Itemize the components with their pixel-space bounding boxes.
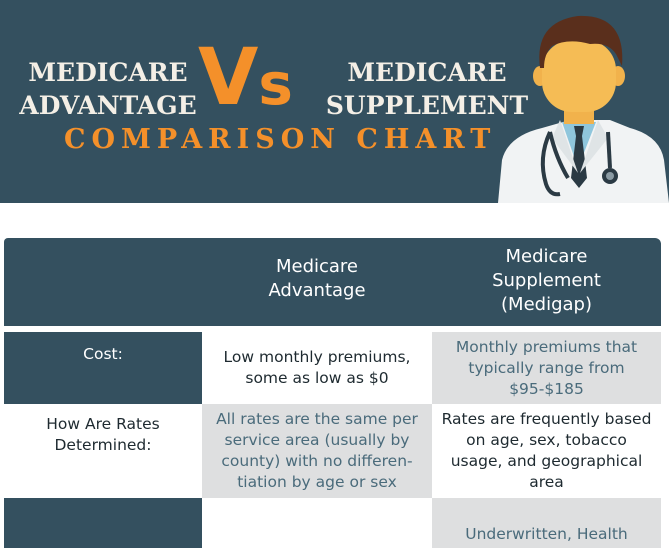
title-medicare-advantage: MEDICARE ADVANTAGE [18,56,198,122]
table-header: Medicare Advantage Medicare Supplement (… [4,238,661,326]
row-label-cost: Cost: [4,332,202,404]
cell-advantage-rates: All rates are the same per service area … [202,404,432,498]
column-header-supplement: Medicare Supplement (Medigap) [432,245,661,317]
table-row: Cost: Low monthly premiums, some as low … [4,332,661,404]
header-banner: MEDICARE ADVANTAGE Vs MEDICARE SUPPLEMEN… [0,0,669,203]
title-left-line1: MEDICARE [28,58,188,87]
subtitle: COMPARISON CHART [64,124,497,155]
title-right-line1: MEDICARE [347,58,507,87]
col2-line3: (Medigap) [501,294,592,315]
col1-line2: Advantage [268,280,366,301]
vs-mark: Vs [198,38,293,118]
table-row: Underwritten, Health [4,498,661,548]
title-left-line2: ADVANTAGE [19,91,197,120]
doctor-with-stethoscope-icon [498,15,669,203]
col2-line2: Supplement [492,270,601,291]
cell-supplement-3: Underwritten, Health [432,498,661,548]
row-label-3 [4,498,202,548]
cell-supplement-rates: Rates are frequently based on age, sex, … [432,404,661,498]
column-header-advantage: Medicare Advantage [202,255,432,303]
cell-supplement-cost: Monthly premiums that typically range fr… [432,332,661,404]
vs-s: s [258,50,293,118]
vs-v: V [198,33,259,123]
title-medicare-supplement: MEDICARE SUPPLEMENT [322,56,532,122]
title-right-line2: SUPPLEMENT [325,91,529,120]
col1-line1: Medicare [275,256,359,277]
cell-advantage-cost: Low monthly premiums, some as low as $0 [202,332,432,404]
col2-line1: Medicare [505,246,588,267]
cell-advantage-3 [202,498,432,548]
table-row: How Are Rates Determined: All rates are … [4,404,661,498]
row-label-rates: How Are Rates Determined: [4,404,202,498]
